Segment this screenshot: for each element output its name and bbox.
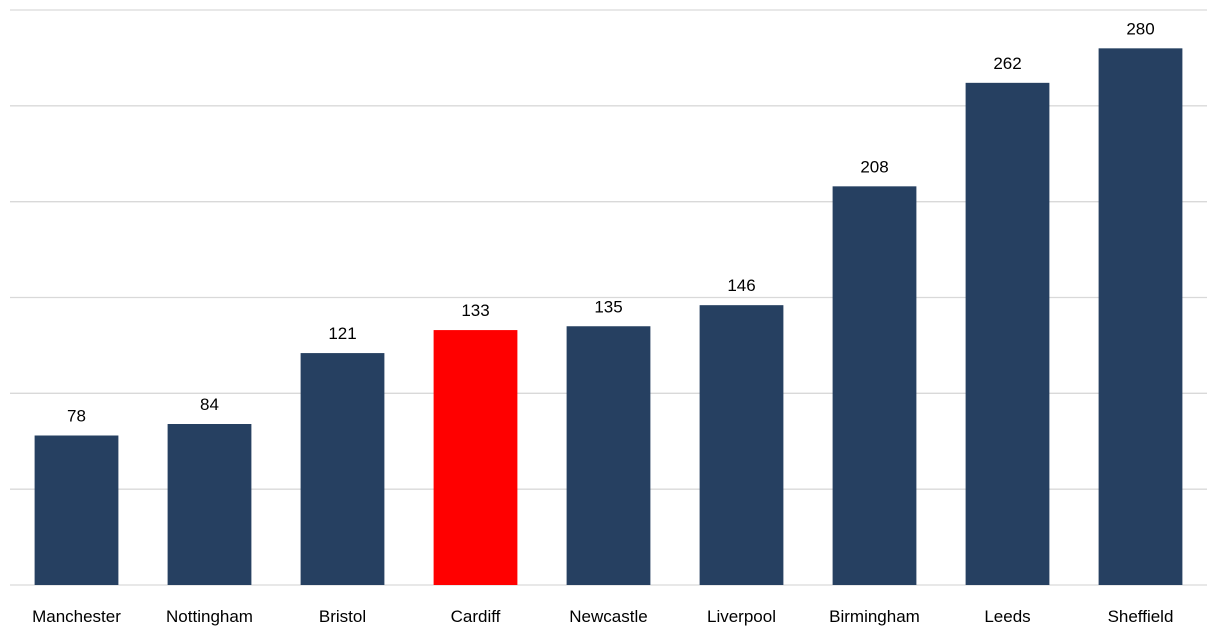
bar-manchester	[34, 435, 119, 585]
tick-label-liverpool: Liverpool	[707, 607, 776, 626]
data-label-sheffield: 280	[1126, 19, 1154, 38]
tick-label-sheffield: Sheffield	[1108, 607, 1174, 626]
bar-liverpool	[699, 305, 784, 585]
data-label-bristol: 121	[328, 324, 356, 343]
data-label-leeds: 262	[993, 54, 1021, 73]
bar-leeds	[965, 82, 1050, 585]
tick-label-cardiff: Cardiff	[451, 607, 501, 626]
bar-sheffield	[1098, 48, 1183, 586]
data-label-manchester: 78	[67, 407, 86, 426]
x-tick-labels: Manchester Nottingham Bristol Cardiff Newcas…	[32, 607, 1173, 626]
tick-label-newcastle: Newcastle	[569, 607, 647, 626]
tick-label-manchester: Manchester	[32, 607, 121, 626]
tick-label-nottingham: Nottingham	[166, 607, 253, 626]
data-label-cardiff: 133	[461, 301, 489, 320]
bar-nottingham	[167, 424, 252, 585]
data-label-liverpool: 146	[727, 276, 755, 295]
bar-birmingham	[832, 186, 917, 586]
bars	[34, 48, 1183, 586]
bar-newcastle	[566, 326, 651, 585]
bar-bristol	[300, 353, 385, 585]
tick-label-birmingham: Birmingham	[829, 607, 920, 626]
tick-label-bristol: Bristol	[319, 607, 366, 626]
tick-label-leeds: Leeds	[984, 607, 1030, 626]
data-label-nottingham: 84	[200, 395, 219, 414]
bar-cardiff	[433, 330, 518, 585]
data-labels: 78 84 121 133 135 146 208 262 280	[67, 19, 1155, 425]
data-label-birmingham: 208	[860, 157, 888, 176]
data-label-newcastle: 135	[594, 297, 622, 316]
